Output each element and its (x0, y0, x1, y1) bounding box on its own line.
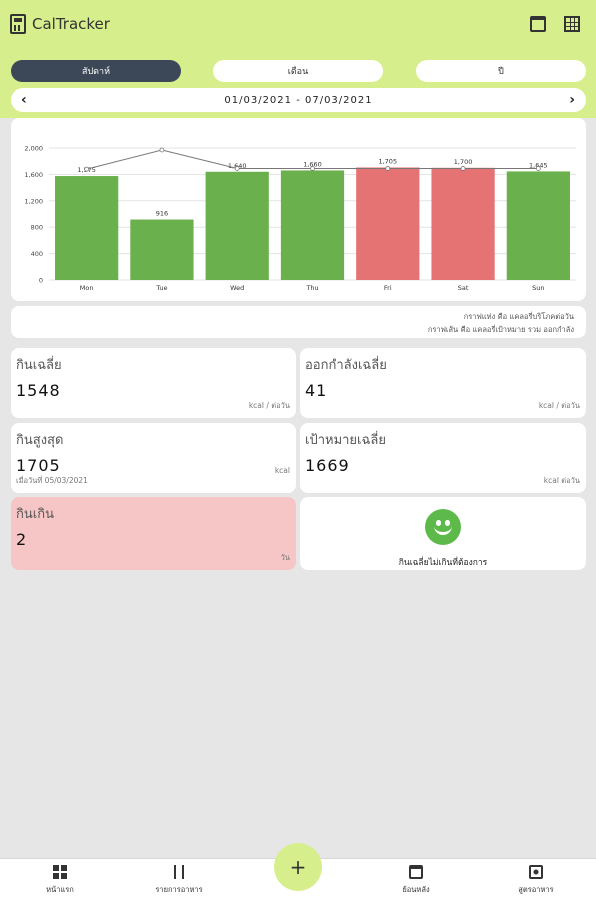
max-eat-label: กินสูงสุด (16, 433, 64, 448)
x-tick-label: Fri (384, 284, 392, 292)
avg-goal-unit: kcal ต่อวัน (543, 476, 580, 485)
x-tick-label: Wed (230, 284, 244, 292)
app-title: CalTracker (32, 15, 110, 33)
chart-card: 04008001,2001,6002,0001,575Mon916Tue1,64… (11, 118, 586, 301)
table-icon[interactable] (564, 16, 580, 32)
goal-point (310, 166, 315, 171)
goal-point (385, 166, 391, 171)
header-actions (530, 16, 580, 32)
avg-eat-value: 1548 (16, 381, 61, 400)
legend-bar-note: กราฟแท่ง คือ แคลอรี่บริโภคต่อวัน (463, 312, 574, 321)
calculator-icon (10, 14, 26, 34)
bar (55, 176, 119, 280)
chevron-left-icon[interactable]: ‹ (21, 92, 28, 108)
max-eat-unit: kcal (274, 466, 290, 475)
nav-home[interactable]: หน้าแรก (20, 865, 100, 896)
avg-goal-card: เป้าหมายเฉลี่ย 1669 kcal ต่อวัน (300, 423, 586, 493)
chart-legend: กราฟแท่ง คือ แคลอรี่บริโภคต่อวัน กราฟเส้… (11, 306, 586, 338)
recipe-book-icon (529, 865, 543, 879)
date-range-bar: ‹ 01/03/2021 - 07/03/2021 › (11, 88, 586, 112)
over-eat-label: กินเกิน (16, 507, 54, 522)
data-label: 1,705 (378, 157, 397, 165)
over-eat-unit: วัน (280, 553, 290, 562)
smiley-icon (425, 509, 461, 545)
tab-year[interactable]: ปี (416, 60, 586, 82)
avg-goal-label: เป้าหมายเฉลี่ย (305, 433, 386, 448)
status-card: กินเฉลี่ยไม่เกินที่ต้องการ (300, 497, 586, 570)
nav-history-label: ย้อนหลัง (402, 885, 430, 894)
legend-line-note: กราฟเส้น คือ แคลอรี่เป้าหมาย รวม ออกกำลั… (427, 325, 574, 334)
over-eat-card: กินเกิน 2 วัน (11, 497, 296, 570)
y-tick-label: 1,600 (24, 171, 43, 179)
goal-point (535, 166, 541, 171)
tab-week[interactable]: สัปดาห์ (11, 60, 181, 82)
x-tick-label: Sat (458, 284, 469, 292)
data-label: 1,660 (303, 160, 322, 168)
goal-point (159, 147, 165, 153)
data-label: 916 (156, 210, 168, 218)
avg-exercise-card: ออกกำลังเฉลี่ย 41 kcal / ต่อวัน (300, 348, 586, 418)
data-label: 1,700 (454, 158, 473, 166)
max-eat-card: กินสูงสุด 1705 kcal เมื่อวันที่ 05/03/20… (11, 423, 296, 493)
avg-exercise-label: ออกกำลังเฉลี่ย (305, 358, 387, 373)
bar (431, 167, 495, 280)
bar (506, 171, 570, 280)
add-button[interactable]: + (274, 843, 322, 891)
data-label: 1,640 (228, 162, 247, 170)
calendar-icon[interactable] (530, 16, 546, 32)
nav-home-label: หน้าแรก (46, 885, 74, 894)
data-label: 1,645 (529, 161, 548, 169)
y-tick-label: 400 (31, 250, 43, 258)
calendar-icon (409, 865, 423, 879)
y-tick-label: 800 (31, 224, 43, 232)
bar (130, 219, 194, 280)
avg-exercise-unit: kcal / ต่อวัน (538, 401, 580, 410)
y-tick-label: 2,000 (24, 145, 43, 153)
nav-food-list[interactable]: รายการอาหาร (139, 865, 219, 896)
fork-knife-icon (174, 865, 184, 879)
y-tick-label: 1,200 (24, 197, 43, 205)
avg-eat-unit: kcal / ต่อวัน (248, 401, 290, 410)
bar (205, 171, 269, 280)
status-message: กินเฉลี่ยไม่เกินที่ต้องการ (398, 558, 488, 568)
nav-food-list-label: รายการอาหาร (155, 885, 203, 894)
bar (280, 170, 345, 280)
avg-exercise-value: 41 (305, 381, 328, 400)
x-tick-label: Sun (532, 284, 544, 292)
avg-eat-card: กินเฉลี่ย 1548 kcal / ต่อวัน (11, 348, 296, 418)
avg-goal-value: 1669 (305, 456, 350, 475)
nav-history[interactable]: ย้อนหลัง (376, 865, 456, 896)
bar (356, 167, 420, 280)
goal-point (460, 166, 466, 171)
x-tick-label: Thu (305, 284, 318, 292)
app-brand: CalTracker (10, 14, 110, 34)
max-eat-value: 1705 (16, 456, 61, 475)
avg-eat-label: กินเฉลี่ย (16, 358, 62, 373)
nav-recipes[interactable]: สูตรอาหาร (496, 865, 576, 896)
tab-month[interactable]: เดือน (213, 60, 383, 82)
goal-point (234, 166, 240, 171)
x-tick-label: Tue (155, 284, 167, 292)
y-tick-label: 0 (39, 277, 43, 285)
over-eat-value: 2 (16, 530, 28, 549)
max-eat-date: เมื่อวันที่ 05/03/2021 (16, 476, 88, 485)
x-tick-label: Mon (80, 284, 94, 292)
goal-point (84, 166, 90, 172)
date-range-label: 01/03/2021 - 07/03/2021 (224, 94, 373, 106)
chevron-right-icon[interactable]: › (569, 92, 576, 108)
dashboard-icon (53, 865, 67, 879)
nav-recipes-label: สูตรอาหาร (518, 885, 554, 894)
calorie-chart: 04008001,2001,6002,0001,575Mon916Tue1,64… (24, 145, 576, 292)
